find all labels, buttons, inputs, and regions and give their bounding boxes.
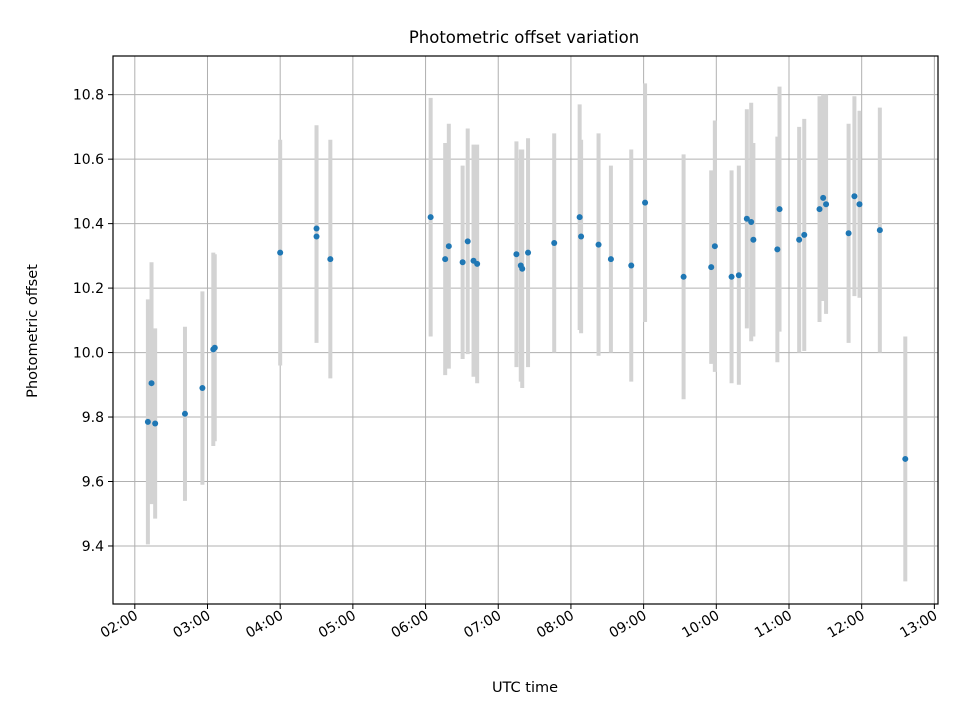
- y-tick-label: 9.8: [82, 410, 104, 426]
- data-point: [519, 265, 526, 272]
- data-point: [728, 273, 735, 280]
- data-point: [144, 418, 151, 425]
- grid-layer: [113, 56, 938, 604]
- data-point: [199, 385, 206, 392]
- y-tick-label: 9.6: [82, 475, 104, 491]
- data-point: [211, 344, 218, 351]
- chart-title: Photometric offset variation: [409, 28, 639, 47]
- data-point: [152, 420, 159, 427]
- data-point: [642, 199, 649, 206]
- data-point: [474, 260, 481, 267]
- data-point: [851, 193, 858, 200]
- data-point: [513, 251, 520, 258]
- plot-frame: [112, 55, 939, 605]
- data-point: [327, 256, 334, 263]
- data-point-layer: [144, 193, 909, 462]
- data-point: [743, 215, 750, 222]
- data-point: [750, 236, 757, 243]
- data-point: [595, 241, 602, 248]
- data-point: [578, 233, 585, 240]
- y-tick-label: 10.4: [73, 217, 104, 233]
- data-point: [277, 249, 284, 256]
- data-point: [823, 201, 830, 208]
- data-point: [820, 194, 827, 201]
- x-axis-label: UTC time: [492, 680, 558, 696]
- data-point: [551, 239, 558, 246]
- data-point: [607, 256, 614, 263]
- y-axis-label: Photometric offset: [25, 264, 41, 398]
- data-point: [313, 225, 320, 232]
- data-point: [464, 238, 471, 245]
- data-point: [876, 227, 883, 234]
- data-point: [525, 249, 532, 256]
- data-point: [796, 236, 803, 243]
- data-point: [313, 233, 320, 240]
- data-point: [902, 455, 909, 462]
- data-point: [427, 214, 434, 221]
- data-point: [445, 243, 452, 250]
- data-point: [856, 201, 863, 208]
- data-point: [442, 256, 449, 263]
- y-tick-label: 9.4: [82, 539, 104, 555]
- data-point: [748, 219, 755, 226]
- data-point: [628, 262, 635, 269]
- data-point: [774, 246, 781, 253]
- y-tick-label: 10.2: [73, 281, 104, 297]
- data-point: [680, 273, 687, 280]
- data-point: [576, 214, 583, 221]
- data-point: [776, 206, 783, 213]
- data-point: [735, 272, 742, 279]
- y-tick-label: 10.8: [73, 88, 104, 104]
- y-tick-label: 10.6: [73, 152, 104, 168]
- y-tick-label: 10.0: [73, 346, 104, 362]
- data-point: [845, 230, 852, 237]
- data-point: [181, 410, 188, 417]
- data-point: [148, 380, 155, 387]
- data-point: [816, 206, 823, 213]
- data-point: [459, 259, 466, 266]
- data-point: [711, 243, 718, 250]
- data-point: [708, 264, 715, 271]
- data-point: [801, 231, 808, 238]
- y-axis-ticks: 9.4 9.6 9.8 10.0 10.2 10.4 10.6 10.8: [73, 88, 113, 555]
